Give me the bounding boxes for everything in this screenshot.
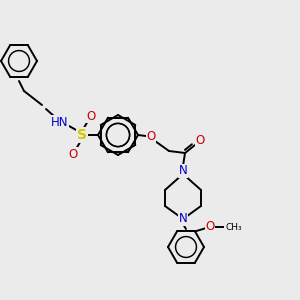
Text: N: N [178,212,188,226]
Text: CH₃: CH₃ [225,223,242,232]
Text: O: O [206,220,214,233]
Text: HN: HN [51,116,69,128]
Text: O: O [195,134,205,148]
Text: O: O [146,130,156,143]
Text: S: S [77,128,87,142]
Text: N: N [178,164,188,178]
Text: O: O [68,148,78,160]
Text: O: O [86,110,96,122]
